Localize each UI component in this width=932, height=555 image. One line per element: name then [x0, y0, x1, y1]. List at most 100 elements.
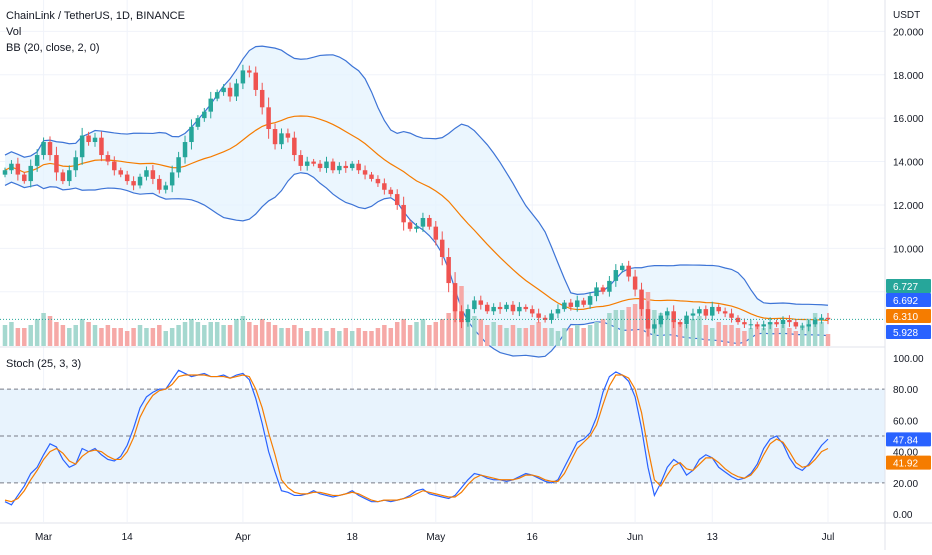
volume-bar[interactable] — [176, 325, 181, 346]
volume-bar[interactable] — [491, 322, 496, 346]
candle-body[interactable] — [9, 164, 14, 171]
volume-bar[interactable] — [524, 328, 529, 346]
volume-legend[interactable]: Vol — [6, 26, 21, 38]
candle-body[interactable] — [241, 70, 246, 83]
volume-bar[interactable] — [337, 331, 342, 346]
candle-body[interactable] — [761, 324, 766, 326]
volume-bar[interactable] — [826, 334, 831, 346]
candle-body[interactable] — [299, 155, 304, 166]
volume-bar[interactable] — [761, 328, 766, 346]
volume-bar[interactable] — [183, 322, 188, 346]
volume-bar[interactable] — [80, 319, 85, 346]
candle-body[interactable] — [337, 166, 342, 170]
candle-body[interactable] — [118, 170, 123, 174]
candle-body[interactable] — [183, 142, 188, 157]
candle-body[interactable] — [163, 185, 168, 189]
candle-body[interactable] — [305, 162, 310, 166]
candle-body[interactable] — [389, 190, 394, 194]
volume-bar[interactable] — [588, 325, 593, 346]
candle-body[interactable] — [581, 300, 586, 304]
candle-body[interactable] — [466, 309, 471, 322]
candle-body[interactable] — [620, 266, 625, 270]
candle-body[interactable] — [575, 300, 580, 307]
volume-bar[interactable] — [511, 325, 516, 346]
volume-bar[interactable] — [498, 325, 503, 346]
candle-body[interactable] — [395, 194, 400, 205]
volume-bar[interactable] — [434, 322, 439, 346]
candle-body[interactable] — [208, 99, 213, 112]
candle-body[interactable] — [16, 164, 21, 175]
volume-bar[interactable] — [620, 310, 625, 346]
volume-bar[interactable] — [61, 325, 66, 346]
bollinger-legend[interactable]: BB (20, close, 2, 0) — [6, 42, 100, 54]
candle-body[interactable] — [99, 138, 104, 155]
candle-body[interactable] — [408, 222, 413, 229]
candle-body[interactable] — [652, 324, 657, 328]
candle-body[interactable] — [401, 205, 406, 222]
volume-bar[interactable] — [376, 328, 381, 346]
candle-body[interactable] — [112, 162, 117, 171]
volume-bar[interactable] — [67, 328, 72, 346]
candle-body[interactable] — [215, 92, 220, 99]
volume-bar[interactable] — [401, 319, 406, 346]
candle-body[interactable] — [716, 307, 721, 311]
volume-bar[interactable] — [614, 310, 619, 346]
candle-body[interactable] — [742, 322, 747, 324]
volume-bar[interactable] — [723, 325, 728, 346]
volume-bar[interactable] — [536, 322, 541, 346]
candle-body[interactable] — [704, 309, 709, 316]
candle-body[interactable] — [189, 127, 194, 142]
candle-body[interactable] — [556, 309, 561, 313]
candle-body[interactable] — [170, 172, 175, 185]
volume-bar[interactable] — [260, 319, 265, 346]
volume-bar[interactable] — [369, 331, 374, 346]
volume-bar[interactable] — [607, 313, 612, 346]
volume-bar[interactable] — [729, 325, 734, 346]
volume-bar[interactable] — [581, 328, 586, 346]
volume-bar[interactable] — [228, 325, 233, 346]
candle-body[interactable] — [646, 309, 651, 329]
volume-bar[interactable] — [344, 328, 349, 346]
candle-body[interactable] — [125, 175, 130, 182]
volume-bar[interactable] — [389, 328, 394, 346]
candle-body[interactable] — [331, 162, 336, 171]
volume-bar[interactable] — [318, 328, 323, 346]
candle-body[interactable] — [453, 283, 458, 311]
volume-bar[interactable] — [594, 322, 599, 346]
volume-bar[interactable] — [112, 328, 117, 346]
candle-body[interactable] — [131, 181, 136, 185]
candle-body[interactable] — [755, 324, 760, 326]
candle-body[interactable] — [247, 70, 252, 72]
candle-body[interactable] — [260, 90, 265, 107]
candle-body[interactable] — [414, 227, 419, 229]
volume-bar[interactable] — [202, 325, 207, 346]
candle-body[interactable] — [524, 307, 529, 309]
candle-body[interactable] — [614, 270, 619, 281]
candle-body[interactable] — [562, 303, 567, 310]
candle-body[interactable] — [691, 313, 696, 315]
candle-body[interactable] — [472, 300, 477, 309]
candle-body[interactable] — [234, 83, 239, 96]
volume-bar[interactable] — [125, 331, 130, 346]
candle-body[interactable] — [151, 170, 156, 179]
candle-body[interactable] — [221, 88, 226, 92]
candle-body[interactable] — [601, 287, 606, 291]
volume-bar[interactable] — [324, 331, 329, 346]
candle-body[interactable] — [86, 136, 91, 143]
candle-body[interactable] — [569, 303, 574, 307]
volume-bar[interactable] — [504, 328, 509, 346]
volume-bar[interactable] — [86, 322, 91, 346]
candle-body[interactable] — [73, 157, 78, 170]
candle-body[interactable] — [93, 138, 98, 142]
candle-body[interactable] — [633, 277, 638, 290]
volume-bar[interactable] — [48, 316, 53, 346]
volume-bar[interactable] — [517, 328, 522, 346]
candle-body[interactable] — [530, 309, 535, 313]
candle-body[interactable] — [61, 172, 66, 181]
volume-bar[interactable] — [254, 325, 259, 346]
volume-bar[interactable] — [543, 328, 548, 346]
candle-body[interactable] — [504, 305, 509, 309]
volume-bar[interactable] — [736, 328, 741, 346]
volume-bar[interactable] — [331, 328, 336, 346]
candle-body[interactable] — [736, 318, 741, 322]
